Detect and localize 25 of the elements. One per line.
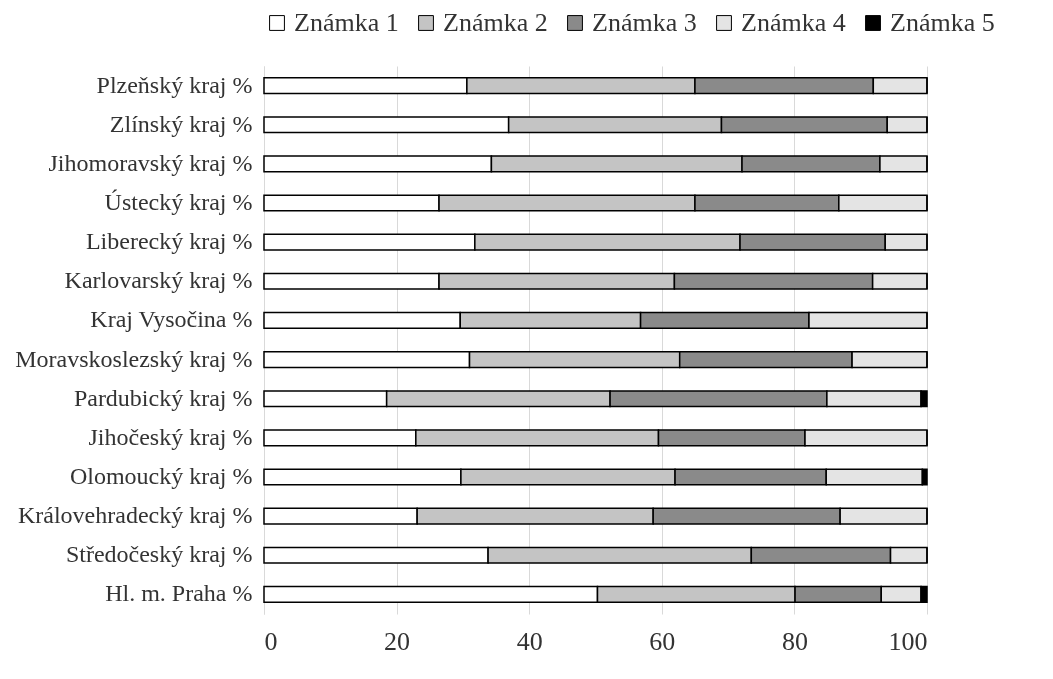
y-tick-label: Liberecký kraj % [85, 228, 253, 255]
x-tick-label: 40 [516, 626, 543, 656]
legend-label: Známka 2 [443, 8, 548, 37]
y-tick-label: Kraj Vysočina % [90, 306, 253, 333]
legend-label: Známka 5 [890, 8, 995, 37]
y-tick-label: Zlínský kraj % [109, 110, 253, 137]
y-tick-label: Olomoucký kraj % [69, 463, 253, 489]
x-tick-label: 100 [888, 626, 928, 656]
x-tick-label: 80 [781, 626, 808, 656]
y-tick-label: Jihočeský kraj % [88, 423, 253, 450]
y-tick-label: Královehradecký kraj % [17, 502, 253, 529]
x-tick-label: 20 [384, 626, 411, 656]
legend-label: Známka 3 [592, 8, 697, 37]
y-tick-label: Karlovarský kraj % [64, 267, 253, 294]
x-tick-label: 60 [649, 626, 676, 656]
y-tick-label: Moravskoslezský kraj % [15, 345, 253, 372]
y-tick-label: Plzeňský kraj % [96, 71, 253, 98]
legend-label: Známka 4 [741, 8, 846, 37]
y-tick-label: Jihomoravský kraj % [48, 149, 253, 176]
y-tick-label: Ústecký kraj % [104, 189, 253, 215]
y-tick-label: Pardubický kraj % [73, 384, 253, 411]
y-tick-label: Hl. m. Praha % [105, 580, 253, 607]
x-tick-label: 0 [264, 626, 278, 656]
y-tick-label: Středočeský kraj % [65, 541, 253, 568]
legend-label: Známka 1 [294, 8, 399, 37]
